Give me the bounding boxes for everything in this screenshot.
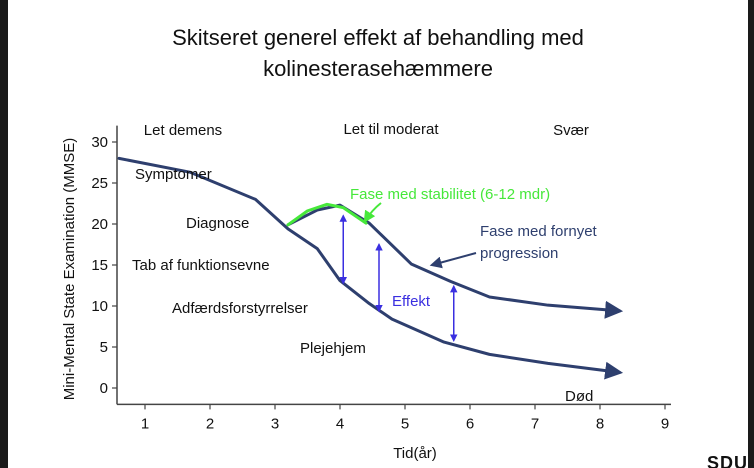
treated-decline-line [286,203,624,319]
x-tick-label: 1 [141,415,149,432]
annotation-diagnosis: Diagnose [186,215,249,232]
series-group [117,156,624,380]
x-tick-label: 6 [466,415,474,432]
sdu-logo: SDU [706,453,748,468]
untreated-decline-line [117,156,624,380]
y-tick-label: 25 [91,175,108,192]
annotation-effect: Effekt [392,293,431,310]
effect-arrows [339,214,458,342]
annotation-symptoms: Symptomer [135,166,212,183]
stage-label-severe: Svær [553,122,589,139]
chart-title: Skitseret generel effekt af behandling m… [8,22,748,84]
y-tick-label: 10 [91,298,108,315]
annotation-progression-line-1: Fase med fornyet [480,223,598,240]
x-tick-label: 8 [596,415,604,432]
x-axis-label: Tid(år) [393,445,437,462]
mmse-chart: 0 5 10 15 20 25 30 1 2 3 4 5 6 7 8 9 Mini-Mental State… [61,121,671,462]
annotation-behavior: Adfærdsforstyrrelser [172,300,308,317]
chart-title-line-2: kolinesterasehæmmere [263,56,493,81]
stability-phase-line [286,202,368,227]
chart-title-line-1: Skitseret generel effekt af behandling m… [172,25,584,50]
stage-label-moderate: Let til moderat [343,121,439,138]
y-axis-label: Mini-Mental State Examination (MMSE) [61,138,78,401]
x-tick-label: 3 [271,415,279,432]
y-tick-label: 0 [100,380,108,397]
y-tick-label: 15 [91,257,108,274]
y-ticks: 0 5 10 15 20 25 30 [91,134,117,397]
x-tick-label: 5 [401,415,409,432]
annotation-nursing-home: Plejehjem [300,340,366,357]
y-tick-label: 5 [100,339,108,356]
x-tick-label: 7 [531,415,539,432]
progression-pointer-arrow [429,252,477,269]
x-ticks: 1 2 3 4 5 6 7 8 9 [141,404,669,432]
annotation-function-loss: Tab af funktionsevne [132,257,270,274]
y-tick-label: 20 [91,216,108,233]
y-tick-label: 30 [91,134,108,151]
x-tick-label: 9 [661,415,669,432]
stage-label-mild: Let demens [144,122,222,139]
slide: Skitseret generel effekt af behandling m… [8,0,748,468]
stability-pointer-arrow [363,202,382,224]
x-tick-label: 4 [336,415,344,432]
annotation-death: Død [565,388,593,405]
x-tick-label: 2 [206,415,214,432]
annotation-stability: Fase med stabilitet (6-12 mdr) [350,186,550,203]
annotation-progression-line-2: progression [480,245,558,262]
